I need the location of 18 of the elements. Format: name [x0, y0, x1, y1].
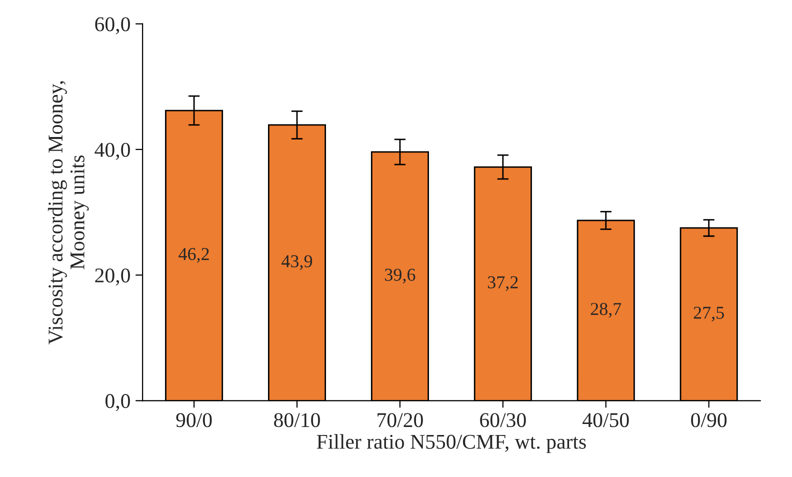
data-label: 27,5 [694, 306, 724, 322]
x-tick-label: 70/20 [378, 413, 423, 428]
data-label: 28,7 [590, 302, 622, 318]
y-tick-label: 60,0 [95, 17, 130, 34]
y-axis-title: Viscosity according to Mooney, Mooney units [48, 81, 89, 344]
x-tick-label: 0/90 [691, 413, 727, 428]
data-label: 46,2 [178, 248, 209, 263]
data-label: 37,2 [488, 276, 518, 291]
data-label: 43,9 [282, 255, 312, 270]
x-tick-label: 60/30 [480, 413, 526, 428]
data-label: 39,6 [385, 268, 416, 284]
x-tick-label: 40/50 [582, 413, 629, 428]
y-tick-label: 0,0 [106, 394, 130, 412]
x-tick-label: 90/0 [176, 413, 212, 428]
y-tick-label: 20,0 [95, 268, 130, 286]
y-tick-label: 40,0 [94, 142, 130, 160]
x-axis-title: Filler ratio N550/CMF, wt. parts [316, 434, 586, 454]
x-tick-label: 80/10 [274, 413, 320, 428]
